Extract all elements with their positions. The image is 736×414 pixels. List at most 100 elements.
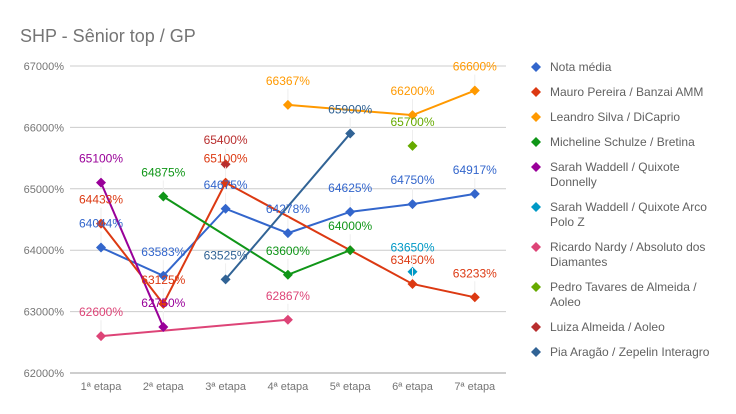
series-line — [287, 89, 476, 117]
data-point — [158, 321, 169, 332]
series-line — [100, 181, 476, 306]
legend-marker-icon — [531, 322, 541, 332]
data-point — [282, 269, 293, 280]
data-label: 66367% — [266, 74, 310, 88]
x-tick-label: 2ª etapa — [143, 381, 185, 393]
legend-label: Polo Z — [550, 215, 585, 229]
y-tick-label: 62000% — [24, 368, 65, 380]
data-point — [282, 99, 293, 110]
data-point — [158, 298, 169, 309]
legend-label: Pedro Tavares de Almeida / — [550, 280, 697, 294]
x-tick-label: 5ª etapa — [330, 381, 372, 393]
data-label: 64278% — [266, 202, 310, 216]
data-label: 63650% — [390, 241, 434, 255]
legend-label: Diamantes — [550, 255, 607, 269]
data-point — [407, 278, 418, 289]
legend-item[interactable]: Luiza Almeida / Aoleo — [531, 320, 665, 334]
legend-label: Ricardo Nardy / Absoluto dos — [550, 240, 705, 254]
legend-label: Pia Aragão / Zepelin Interagro — [550, 345, 710, 359]
data-label: 64750% — [390, 173, 434, 187]
legend-item[interactable]: Micheline Schulze / Bretina — [531, 135, 695, 149]
data-label: 65400% — [204, 133, 248, 147]
data-point — [407, 110, 418, 121]
data-label: 64875% — [141, 165, 185, 179]
y-tick-label: 63000% — [24, 307, 65, 319]
data-point — [345, 206, 356, 217]
series-line — [100, 182, 165, 328]
legend-label: Mauro Pereira / Banzai AMM — [550, 85, 703, 99]
data-point — [220, 159, 231, 170]
data-label: 66200% — [390, 84, 434, 98]
legend-marker-icon — [531, 242, 541, 252]
data-label: 63233% — [453, 266, 497, 280]
data-point — [220, 203, 231, 214]
data-label: 64625% — [328, 181, 372, 195]
data-label: 64044% — [79, 216, 123, 230]
legend-marker-icon — [531, 162, 541, 172]
data-label: 63125% — [141, 273, 185, 287]
data-label: 64000% — [328, 219, 372, 233]
legend-label: Aoleo — [550, 295, 581, 309]
data-point — [96, 177, 106, 188]
data-point — [407, 140, 418, 151]
data-label: 63525% — [204, 248, 248, 262]
legend-label: Nota média — [550, 60, 612, 74]
data-label: 64433% — [79, 193, 123, 207]
y-tick-label: 67000% — [24, 61, 65, 73]
data-label: 63600% — [266, 244, 310, 258]
legend-label: Leandro Silva / DiCaprio — [550, 110, 680, 124]
data-label: 62750% — [141, 296, 185, 310]
data-point — [469, 188, 480, 199]
data-point — [96, 218, 106, 229]
data-point — [220, 177, 231, 188]
data-point — [158, 270, 169, 281]
data-point — [220, 274, 231, 285]
y-tick-label: 65000% — [24, 184, 65, 196]
legend-item[interactable]: Pedro Tavares de Almeida /Aoleo — [531, 280, 697, 309]
data-label: 63583% — [141, 245, 185, 259]
data-label: 62600% — [79, 305, 123, 319]
data-label: 65100% — [79, 152, 123, 166]
legend-item[interactable]: Mauro Pereira / Banzai AMM — [531, 85, 703, 99]
legend-label: Micheline Schulze / Bretina — [550, 135, 695, 149]
x-tick-label: 1ª etapa — [81, 381, 123, 393]
chart-title: SHP - Sênior top / GP — [20, 26, 196, 46]
data-label: 66600% — [453, 60, 497, 74]
series-line — [224, 132, 351, 281]
data-point — [282, 314, 293, 325]
legend-marker-icon — [531, 87, 541, 97]
x-tick-label: 6ª etapa — [392, 381, 434, 393]
legend-marker-icon — [531, 137, 541, 147]
x-tick-label: 3ª etapa — [205, 381, 247, 393]
data-point — [282, 228, 293, 239]
data-label: 64917% — [453, 163, 497, 177]
data-point — [158, 191, 169, 202]
data-point — [345, 245, 356, 256]
legend-marker-icon — [531, 62, 541, 72]
data-label: 65900% — [328, 103, 372, 117]
legend-marker-icon — [531, 202, 541, 212]
data-point — [96, 242, 106, 253]
legend-label: Luiza Almeida / Aoleo — [550, 320, 665, 334]
legend-label: Sarah Waddell / Quixote — [550, 160, 680, 174]
legend-item[interactable]: Pia Aragão / Zepelin Interagro — [531, 345, 710, 359]
legend-marker-icon — [531, 347, 541, 357]
legend-item[interactable]: Nota média — [531, 60, 612, 74]
legend-item[interactable]: Leandro Silva / DiCaprio — [531, 110, 680, 124]
data-point — [345, 128, 356, 139]
x-tick-label: 4ª etapa — [268, 381, 310, 393]
data-point — [469, 292, 480, 303]
y-tick-label: 64000% — [24, 245, 65, 257]
legend-marker-icon — [531, 112, 541, 122]
legend-marker-icon — [531, 282, 541, 292]
x-tick-label: 7ª etapa — [454, 381, 496, 393]
series-line — [100, 318, 288, 338]
y-tick-label: 66000% — [24, 122, 65, 134]
data-label: 64675% — [204, 178, 248, 192]
data-label: 62867% — [266, 289, 310, 303]
data-label: 65700% — [390, 115, 434, 129]
